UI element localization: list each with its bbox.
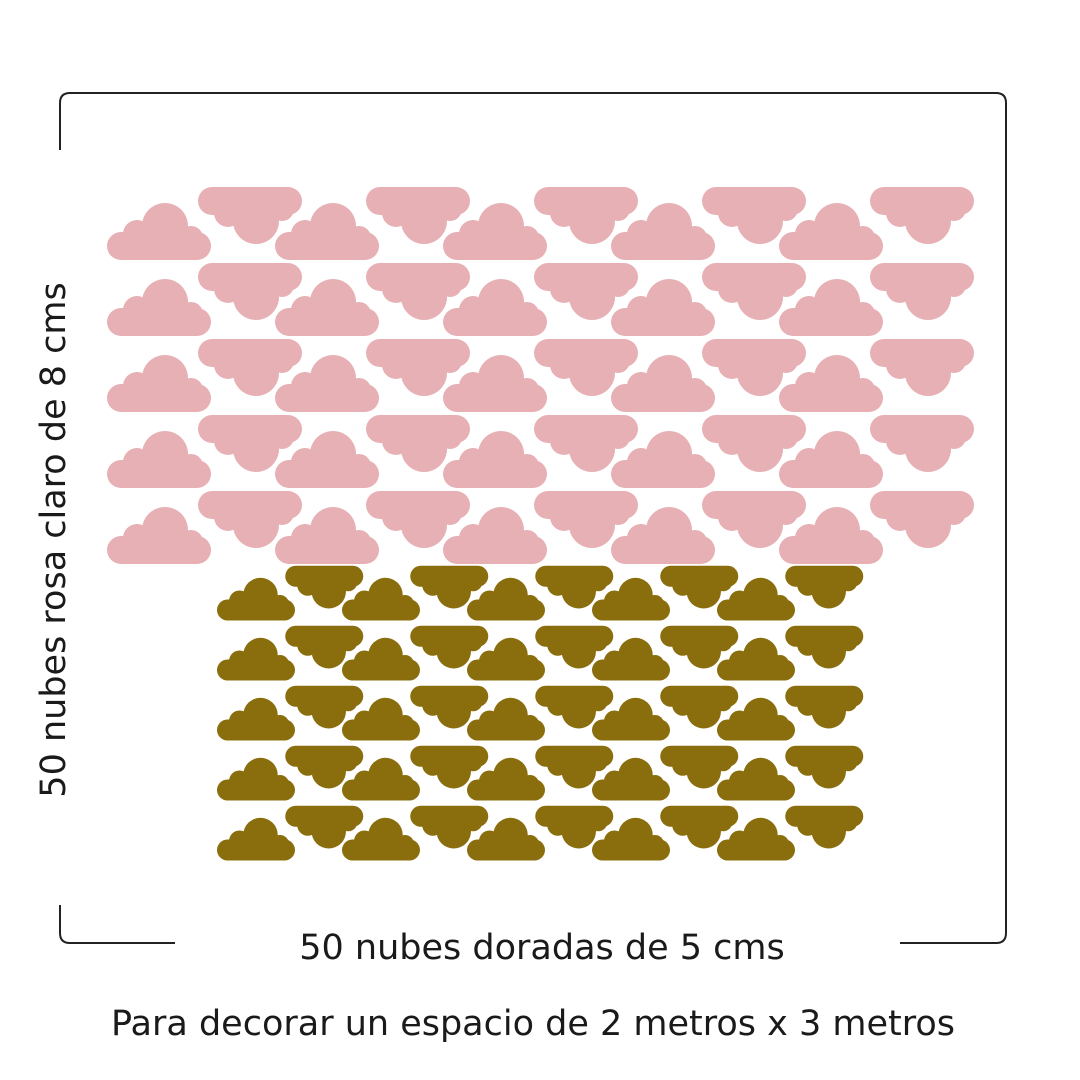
caption: Para decorar un espacio de 2 metros x 3 … — [111, 1004, 955, 1044]
frame — [59, 92, 1007, 944]
side-label: 50 nubes rosa claro de 8 cms — [34, 282, 74, 797]
bottom-label: 50 nubes doradas de 5 cms — [299, 928, 784, 968]
frame — [59, 905, 175, 944]
